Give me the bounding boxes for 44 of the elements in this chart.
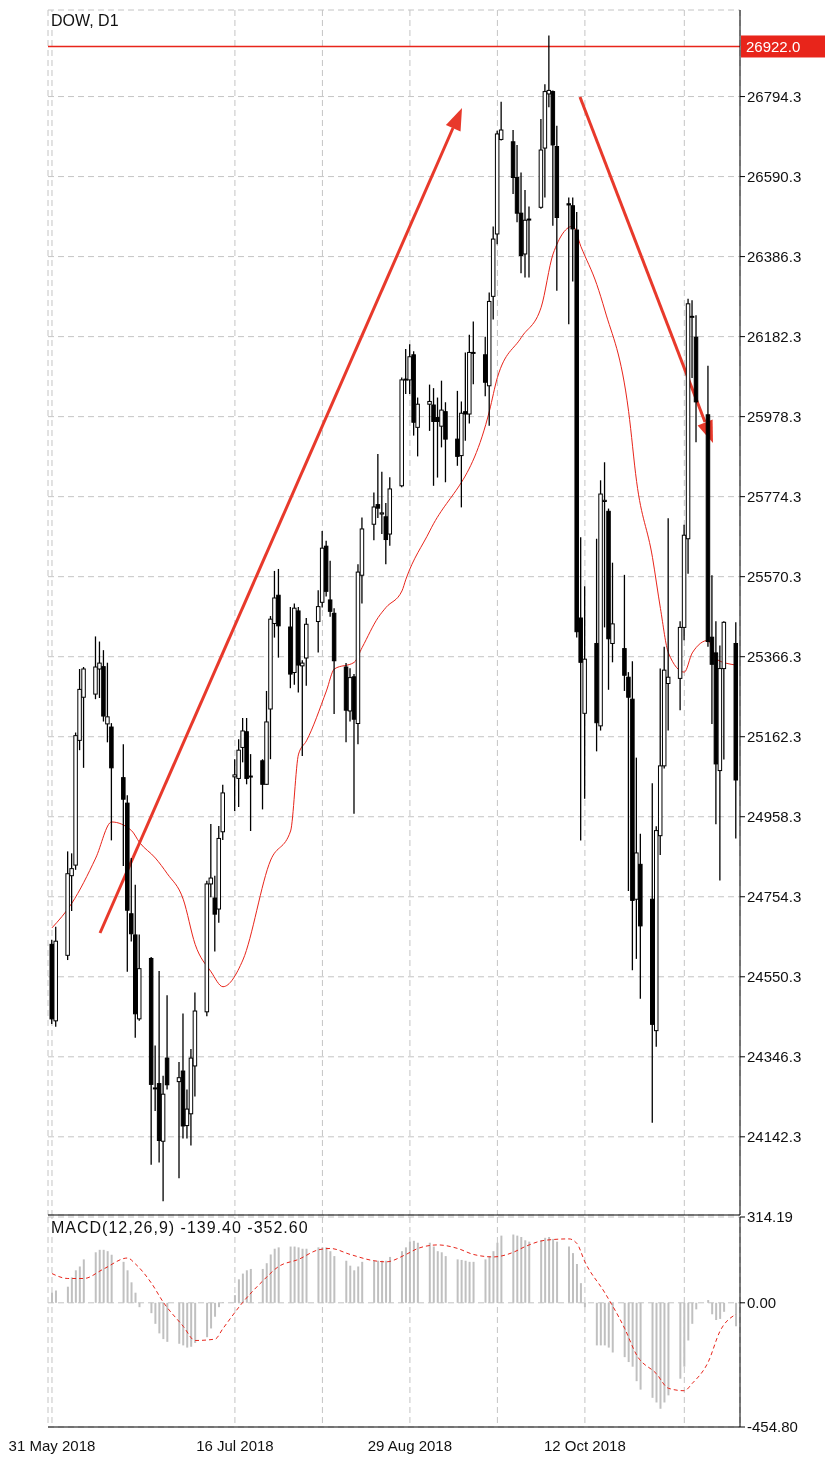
y-tick-label: 24550.3 — [747, 968, 802, 986]
line-series — [51, 1238, 737, 1392]
x-tick-label: 31 May 2018 — [8, 1437, 96, 1454]
bar — [695, 1302, 698, 1310]
candlestick — [176, 1061, 182, 1179]
bar — [655, 1302, 658, 1403]
y-tick-label: 25366.3 — [747, 648, 802, 666]
y-tick-label: 25162.3 — [747, 728, 802, 746]
bar — [635, 1302, 638, 1382]
ref-line-label: 26922.0 — [746, 38, 801, 56]
y-tick-label: 24754.3 — [747, 888, 802, 906]
x-tick-label: 12 Oct 2018 — [544, 1437, 626, 1454]
candlestick — [435, 396, 440, 479]
x-tick-label: 29 Aug 2018 — [367, 1437, 453, 1454]
bar — [241, 1273, 244, 1303]
candlestick — [566, 196, 571, 325]
chart-title: MACD(12,26,9) -139.40 -352.60 — [51, 1219, 309, 1237]
bar — [735, 1302, 738, 1327]
y-tick-label: 0.00 — [747, 1294, 777, 1312]
bar — [154, 1302, 157, 1324]
y-tick-label: 26386.3 — [747, 247, 802, 265]
bar — [186, 1302, 189, 1348]
bar — [595, 1302, 598, 1346]
bar — [206, 1302, 209, 1338]
y-tick-label: 26590.3 — [747, 167, 802, 185]
y-tick-label: 25570.3 — [747, 568, 802, 586]
candlestick — [431, 387, 436, 487]
y-tick-label: 24346.3 — [747, 1048, 802, 1066]
bar — [214, 1302, 217, 1317]
y-tick-label: 24142.3 — [747, 1128, 802, 1146]
bar — [166, 1302, 169, 1342]
bar — [194, 1302, 197, 1343]
bar — [623, 1302, 626, 1358]
x-tick-label: 16 Jul 2018 — [196, 1437, 274, 1454]
y-tick-label: 24958.3 — [747, 808, 802, 826]
y-tick-label: 314.19 — [747, 1208, 793, 1226]
y-tick-label: 26182.3 — [747, 327, 802, 345]
y-tick-label: -454.80 — [747, 1418, 798, 1436]
chart-title: DOW, D1 — [51, 12, 119, 30]
bar — [603, 1302, 606, 1346]
y-tick-label: 26794.3 — [747, 87, 802, 105]
y-tick-label: 25774.3 — [747, 487, 802, 505]
bar — [715, 1302, 718, 1321]
y-tick-label: 25978.3 — [747, 407, 802, 425]
